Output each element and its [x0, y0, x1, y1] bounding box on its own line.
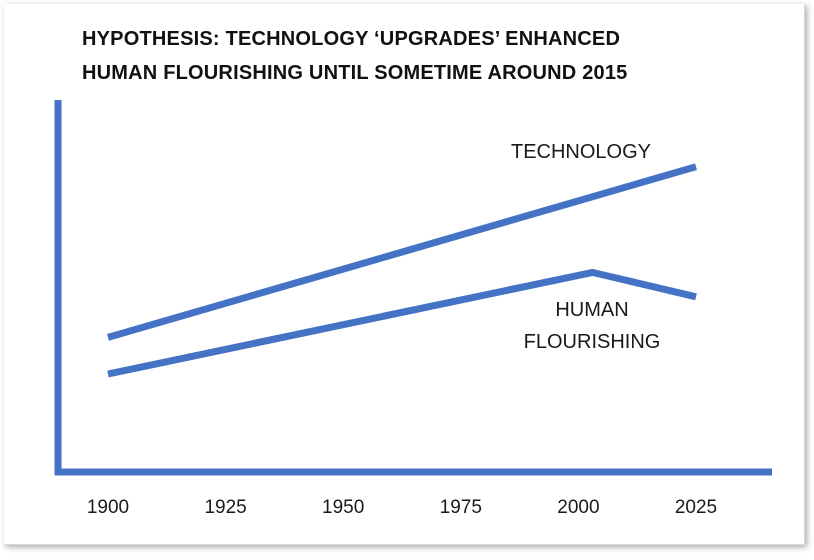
series-lines — [107, 163, 697, 378]
x-tick-label-1950: 1950 — [322, 497, 364, 518]
chart-frame — [4, 4, 805, 545]
human-flourishing-label-line-1: HUMAN — [555, 299, 628, 321]
x-tick-label-1975: 1975 — [440, 497, 482, 518]
human-flourishing-line — [107, 268, 697, 378]
x-tick-label-2000: 2000 — [557, 497, 599, 518]
technology-label: TECHNOLOGY — [511, 141, 651, 163]
x-tick-label-1925: 1925 — [204, 497, 246, 518]
x-tick-labels: 1900 1925 1950 1975 2000 2025 — [87, 497, 717, 518]
chart-title: HYPOTHESIS: TECHNOLOGY ‘UPGRADES’ ENHANC… — [82, 22, 628, 90]
chart-title-line-2: HUMAN FLOURISHING UNTIL SOMETIME AROUND … — [82, 62, 628, 84]
axes — [54, 100, 772, 476]
x-tick-label-1900: 1900 — [87, 497, 129, 518]
chart-title-line-1: HYPOTHESIS: TECHNOLOGY ‘UPGRADES’ ENHANC… — [82, 28, 621, 50]
x-tick-label-2025: 2025 — [675, 497, 717, 518]
human-flourishing-label-line-2: FLOURISHING — [524, 331, 661, 353]
technology-line — [107, 163, 697, 341]
series-labels: TECHNOLOGY HUMAN FLOURISHING — [511, 141, 660, 353]
